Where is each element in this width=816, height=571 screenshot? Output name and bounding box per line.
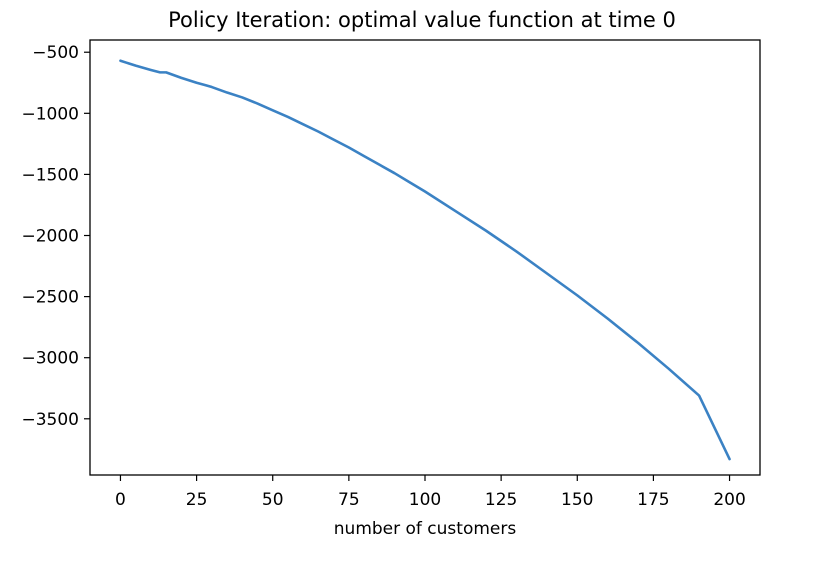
- series-line: [119, 59, 731, 461]
- x-tick-label: 150: [561, 490, 593, 510]
- x-tick-label: 100: [409, 490, 441, 510]
- y-tick-label: −3500: [21, 410, 79, 430]
- plot-area: 0 25 50 75 100 125 150 175 200 −500 −1000 −1500 −200…: [21, 39, 761, 510]
- x-tick-label: 50: [262, 490, 284, 510]
- plot-frame: [89, 39, 761, 476]
- x-tick-label: 175: [637, 490, 669, 510]
- y-tick-label: −2000: [21, 227, 79, 247]
- y-tick-label: −1000: [21, 104, 79, 124]
- y-tick-label: −1500: [21, 165, 79, 185]
- x-tick-label: 125: [485, 490, 517, 510]
- chart-title: Policy Iteration: optimal value function…: [168, 8, 676, 32]
- y-tick-label: −3000: [21, 349, 79, 369]
- y-tick-label: −2500: [21, 288, 79, 308]
- y-tick-label: −500: [32, 43, 79, 63]
- x-axis-label: number of customers: [334, 519, 517, 539]
- x-tick-label: 75: [338, 490, 360, 510]
- x-tick-label: 25: [186, 490, 208, 510]
- x-tick-label: 0: [115, 490, 126, 510]
- x-tick-label: 200: [713, 490, 745, 510]
